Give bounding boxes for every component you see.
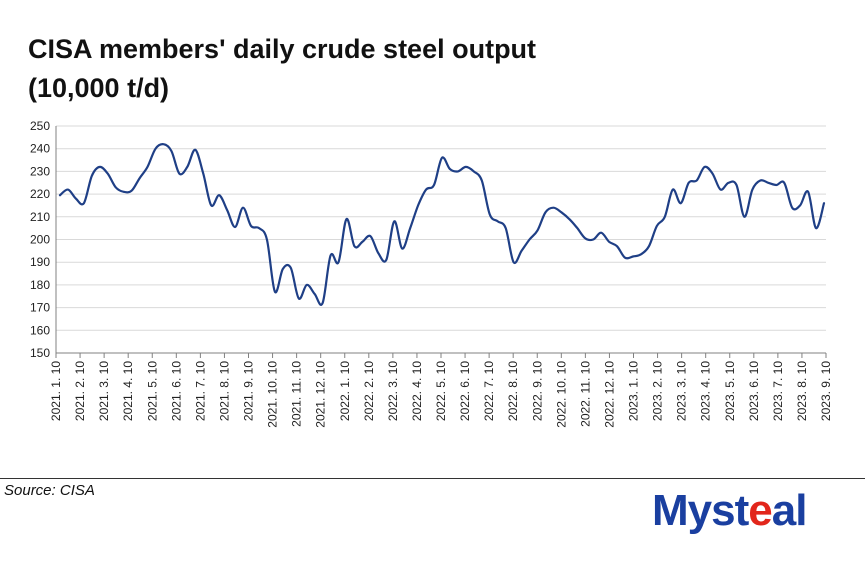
y-tick-label: 150 <box>30 346 50 360</box>
y-tick-label: 210 <box>30 210 50 224</box>
x-tick-label: 2021. 6. 10 <box>169 361 183 421</box>
y-tick-label: 200 <box>30 233 50 247</box>
logo-text-accent: e <box>748 486 773 535</box>
chart-title: CISA members' daily crude steel output (… <box>28 30 536 108</box>
line-chart: 150 160 170 180 190 200 210 220 230 240 250 2021. … <box>30 119 833 428</box>
title-line-2: (10,000 t/d) <box>28 73 170 103</box>
x-tick-label: 2022. 10. 10 <box>554 361 568 428</box>
x-tick-label: 2021. 10. 10 <box>266 361 280 428</box>
x-tick-label: 2021. 8. 10 <box>217 361 231 421</box>
x-tick-label: 2022. 4. 10 <box>410 361 424 421</box>
x-tick-label: 2021. 2. 10 <box>73 361 87 421</box>
logo-text-c: al <box>771 486 808 535</box>
logo-text-a: Myst <box>652 486 749 535</box>
y-tick-label: 240 <box>30 142 50 156</box>
footer-divider <box>0 478 865 479</box>
x-tick-label: 2022. 9. 10 <box>530 361 544 421</box>
x-axis: 2021. 1. 10 2021. 2. 10 2021. 3. 10 2021. 4… <box>49 353 833 428</box>
x-tick-label: 2021. 5. 10 <box>145 361 159 421</box>
y-tick-label: 250 <box>30 119 50 133</box>
y-tick-label: 170 <box>30 301 50 315</box>
mysteel-logo: Mysteal <box>652 486 808 536</box>
x-tick-label: 2021. 7. 10 <box>193 361 207 421</box>
series-line <box>58 143 826 306</box>
x-tick-label: 2022. 2. 10 <box>362 361 376 421</box>
x-tick-label: 2023. 9. 10 <box>819 361 833 421</box>
x-tick-label: 2022. 11. 10 <box>578 361 592 427</box>
y-tick-label: 180 <box>30 278 50 292</box>
y-tick-label: 230 <box>30 164 50 178</box>
x-tick-label: 2023. 8. 10 <box>795 361 809 421</box>
x-tick-label: 2022. 12. 10 <box>602 361 616 428</box>
x-tick-label: 2021. 1. 10 <box>49 361 63 421</box>
x-tick-label: 2021. 11. 10 <box>290 361 304 427</box>
x-tick-label: 2023. 4. 10 <box>699 361 713 421</box>
x-tick-label: 2023. 6. 10 <box>747 361 761 421</box>
y-tick-label: 160 <box>30 323 50 337</box>
x-tick-label: 2023. 2. 10 <box>651 361 665 421</box>
x-tick-label: 2021. 3. 10 <box>97 361 111 421</box>
source-note: Source: CISA <box>4 482 95 499</box>
x-tick-label: 2021. 12. 10 <box>314 361 328 428</box>
gridlines <box>56 125 826 354</box>
x-tick-label: 2021. 9. 10 <box>242 361 256 421</box>
y-tick-label: 220 <box>30 187 50 201</box>
x-tick-label: 2022. 7. 10 <box>482 361 496 421</box>
x-tick-label: 2023. 7. 10 <box>771 361 785 421</box>
x-tick-label: 2023. 3. 10 <box>675 361 689 421</box>
x-tick-label: 2023. 5. 10 <box>723 361 737 421</box>
x-tick-label: 2023. 1. 10 <box>627 361 641 421</box>
title-line-1: CISA members' daily crude steel output <box>28 34 537 64</box>
y-axis: 150 160 170 180 190 200 210 220 230 240 250 <box>30 119 57 360</box>
x-tick-label: 2022. 3. 10 <box>386 361 400 421</box>
y-tick-label: 190 <box>30 255 50 269</box>
x-tick-label: 2022. 8. 10 <box>506 361 520 421</box>
x-tick-label: 2022. 5. 10 <box>434 361 448 421</box>
x-tick-label: 2022. 1. 10 <box>338 361 352 421</box>
x-tick-label: 2022. 6. 10 <box>458 361 472 421</box>
x-tick-label: 2021. 4. 10 <box>121 361 135 421</box>
